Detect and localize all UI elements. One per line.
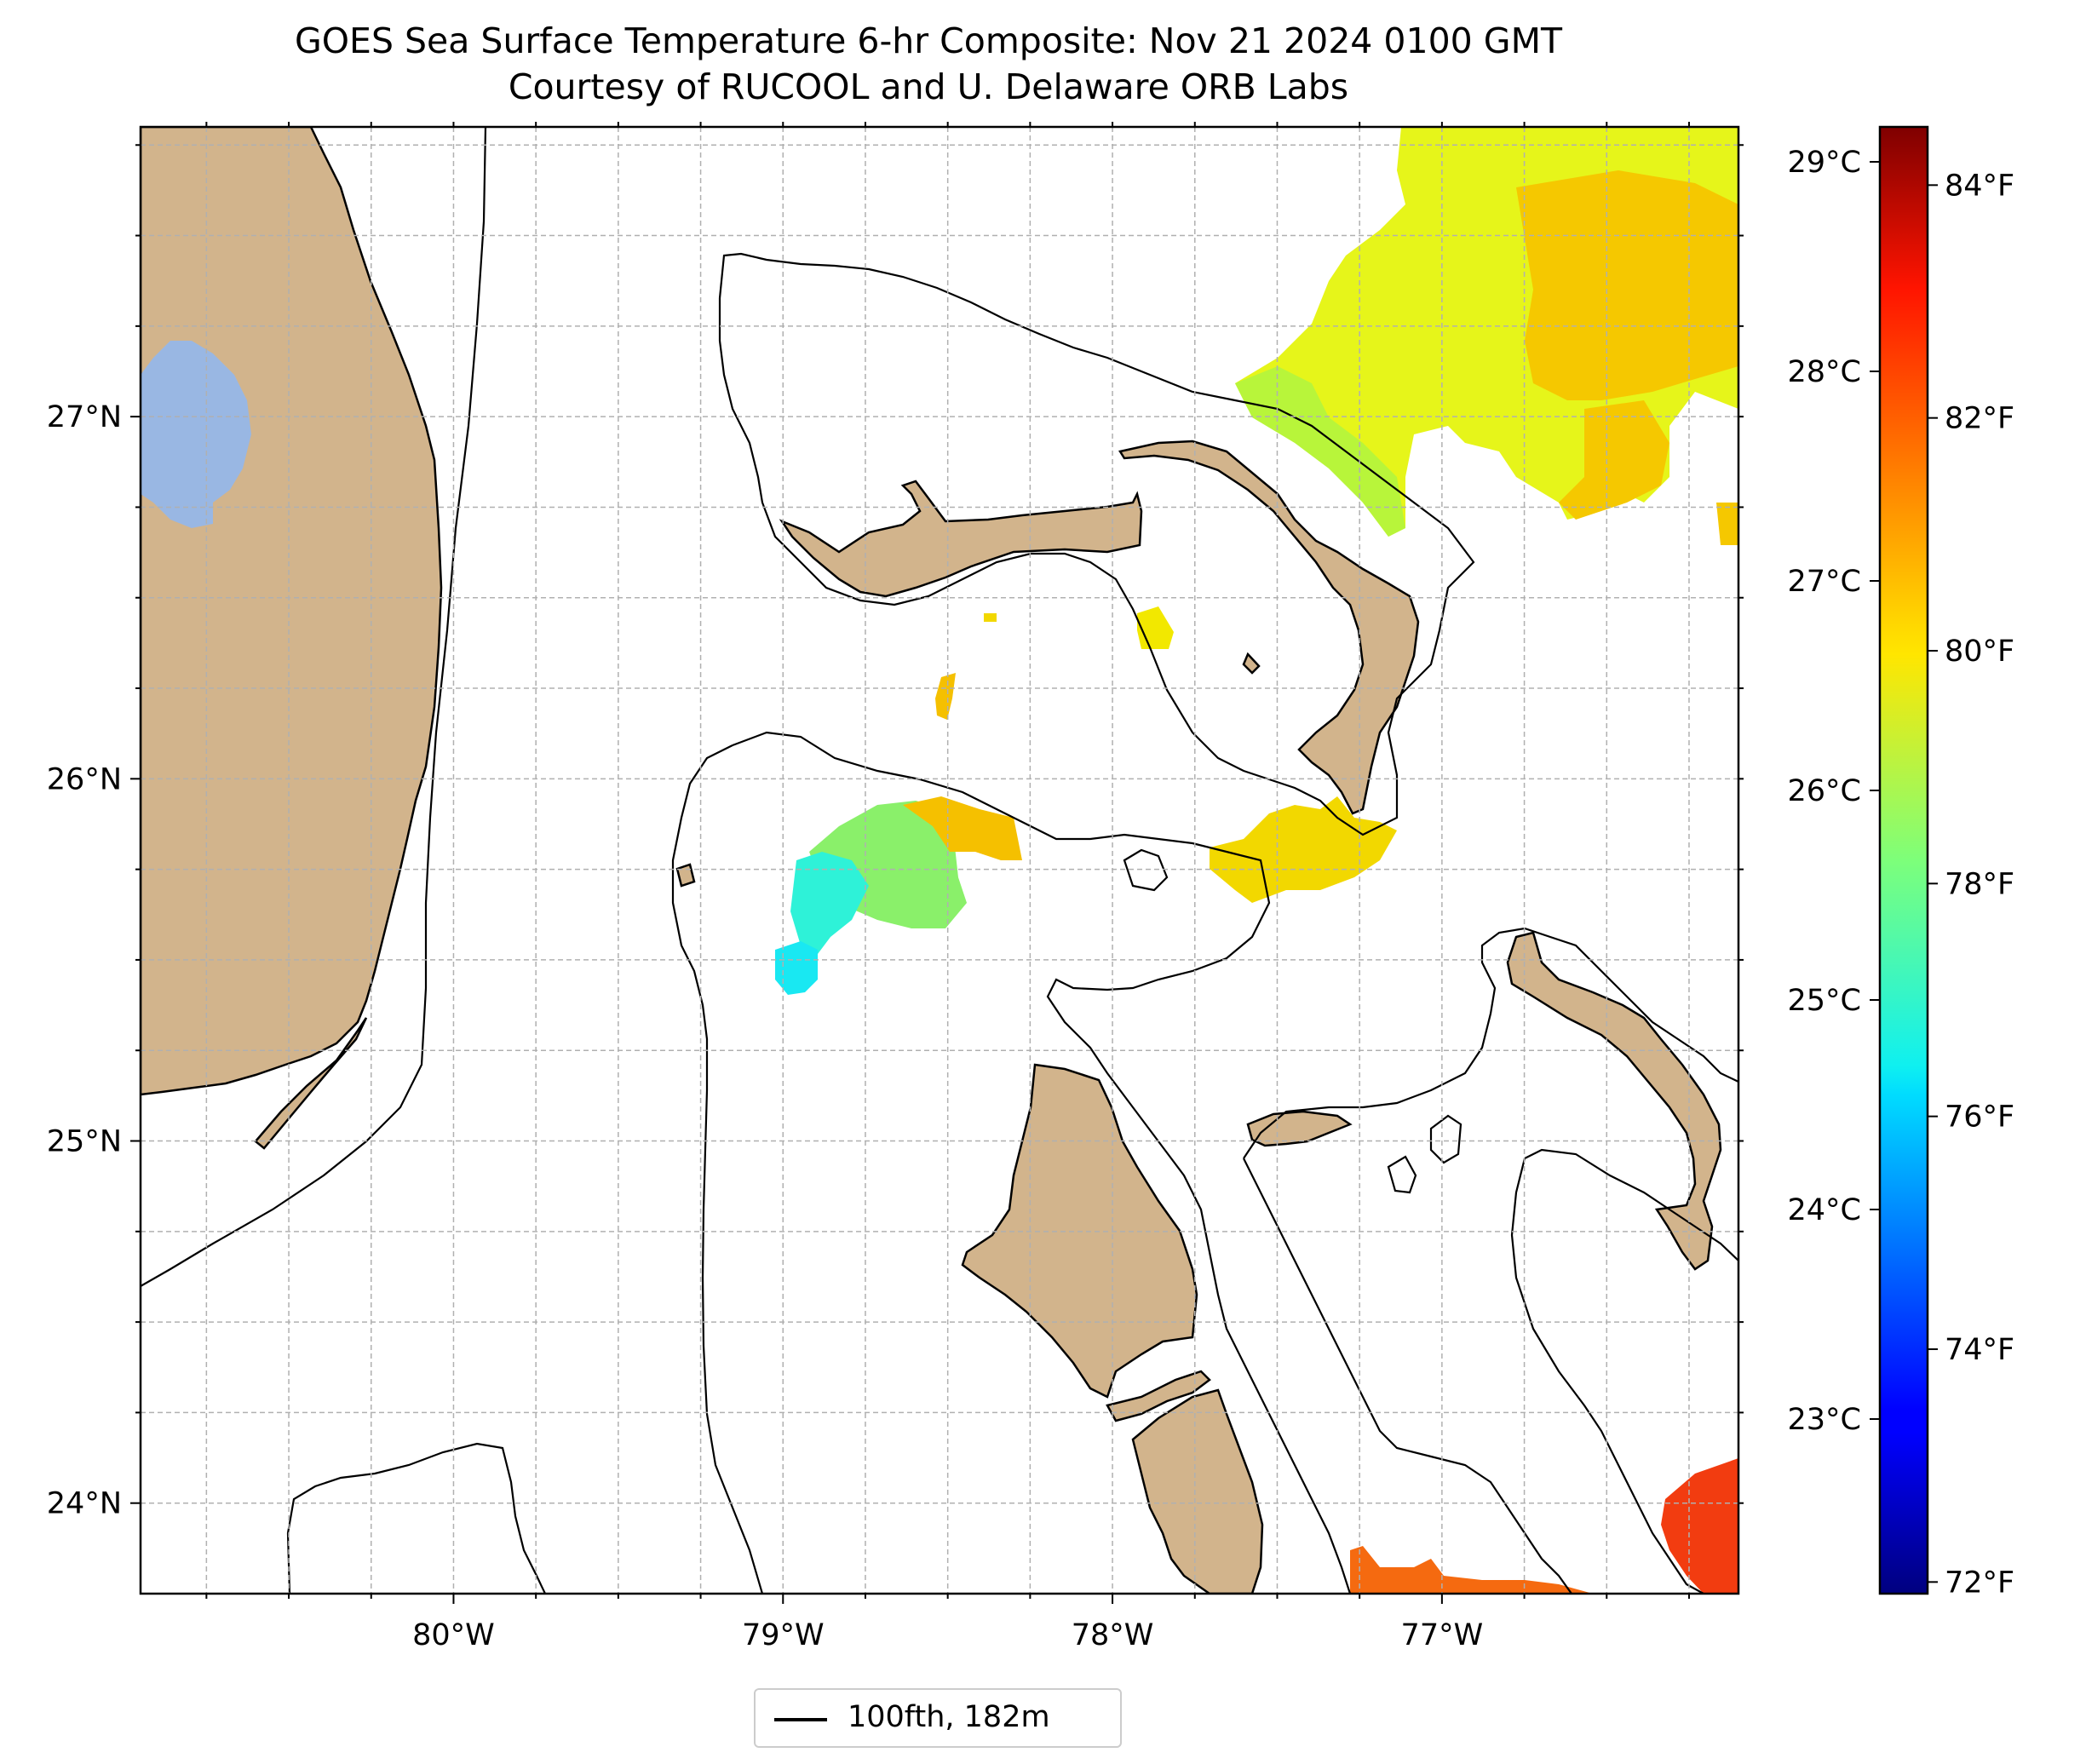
longitude-ticks: 80°W 79°W 78°W 77°W: [205, 122, 1690, 1652]
new-providence: [1246, 1110, 1353, 1147]
sst-ne-east-bit: [1716, 503, 1738, 545]
colorbar-f-label: 84°F: [1945, 169, 2014, 203]
isobath-little-bahama-bank: [718, 252, 1475, 836]
isobath-small-ring-1: [1429, 1114, 1462, 1164]
sst-tongue-cyan: [790, 852, 869, 954]
isobath-exuma-sound: [1243, 1158, 1572, 1594]
colorbar-gradient: [1878, 125, 1929, 1595]
andros-south: [1131, 1388, 1264, 1594]
legend-label: 100fth, 182m: [848, 1700, 1050, 1734]
sst-orange-blob: [935, 673, 956, 720]
colorbar-f-label: 74°F: [1945, 1333, 2014, 1367]
colorbar-c-label: 25°C: [1788, 984, 1861, 1018]
isobath-exuma-east: [1524, 1148, 1738, 1261]
colorbar-f-label: 82°F: [1945, 402, 2014, 436]
lon-tick-label: 79°W: [742, 1618, 825, 1652]
lat-tick-label: 25°N: [47, 1125, 122, 1159]
map-title: GOES Sea Surface Temperature 6-hr Compos…: [295, 20, 1562, 61]
isobath-layer: [141, 127, 1738, 1594]
grand-bahama: [779, 480, 1143, 598]
colorbar-fahrenheit-ticks: 72°F 74°F 76°F 78°F 80°F 82°F 84°F: [1928, 169, 2014, 1600]
lon-tick-label: 77°W: [1401, 1618, 1484, 1652]
bimini: [675, 863, 696, 888]
map-frame: [139, 125, 1740, 1595]
colorbar-c-label: 27°C: [1788, 565, 1861, 599]
colorbar-c-label: 23°C: [1788, 1403, 1861, 1437]
sst-tongue-blue: [775, 941, 818, 995]
sst-s-orange: [1350, 1546, 1593, 1594]
eleuthera: [1506, 931, 1722, 1271]
isobath-small-ring-2: [1387, 1155, 1417, 1194]
colorbar: 72°F 74°F 76°F 78°F 80°F 82°F 84°F 23°C 24°C 25°…: [1788, 125, 2014, 1600]
sst-layer: [775, 127, 1738, 1594]
sst-ne-orange-south: [1559, 400, 1669, 520]
isobath-great-bahama-bank-north: [732, 731, 1352, 1594]
colorbar-f-label: 72°F: [1945, 1566, 2014, 1600]
andros-island: [961, 1063, 1198, 1399]
colorbar-c-label: 26°C: [1788, 774, 1861, 808]
isobath-exuma-inner: [1510, 1158, 1704, 1594]
lon-tick-label: 78°W: [1072, 1618, 1154, 1652]
colorbar-c-label: 29°C: [1788, 146, 1861, 180]
sst-ne-orange-core: [1516, 170, 1738, 400]
sst-tongue-orange: [903, 796, 1022, 860]
isobath-florida-straits-east: [671, 744, 764, 1594]
isobath-tongue-of-ocean: [1243, 927, 1738, 1159]
lon-tick-label: 80°W: [412, 1618, 495, 1652]
lake-okeechobee: [141, 341, 251, 528]
map-subtitle: Courtesy of RUCOOL and U. Delaware ORB L…: [508, 66, 1349, 107]
sst-central-yellow: [1210, 796, 1397, 903]
map-panel: [141, 127, 1738, 1594]
sst-tiny-dot: [984, 613, 997, 622]
lat-tick-label: 26°N: [47, 762, 122, 796]
florida-keys: [254, 1017, 368, 1150]
andros-middle: [1106, 1370, 1211, 1422]
isobath-florida-straits-west: [141, 127, 487, 1287]
colorbar-c-label: 28°C: [1788, 355, 1861, 389]
colorbar-celsius-ticks: 23°C 24°C 25°C 26°C 27°C 28°C 29°C: [1788, 146, 1880, 1437]
lat-tick-label: 24°N: [47, 1487, 122, 1521]
gridlines: [141, 127, 1738, 1594]
lat-tick-label: 27°N: [47, 400, 122, 434]
latitude-ticks: 24°N 25°N 26°N 27°N: [47, 144, 1744, 1521]
colorbar-f-label: 78°F: [1945, 867, 2014, 901]
colorbar-c-label: 24°C: [1788, 1193, 1861, 1227]
abaco-islands: [1118, 440, 1420, 815]
colorbar-f-label: 80°F: [1945, 635, 2014, 669]
isobath-cay-sal: [286, 1442, 546, 1594]
berry-islands: [1242, 652, 1261, 675]
colorbar-f-label: 76°F: [1945, 1100, 2014, 1135]
map-legend: 100fth, 182m: [754, 1688, 1122, 1748]
legend-line-sample: [774, 1718, 827, 1721]
sst-se-red: [1661, 1458, 1738, 1594]
isobath-small-ring-3: [1123, 848, 1169, 892]
land-layer: [141, 127, 1722, 1594]
